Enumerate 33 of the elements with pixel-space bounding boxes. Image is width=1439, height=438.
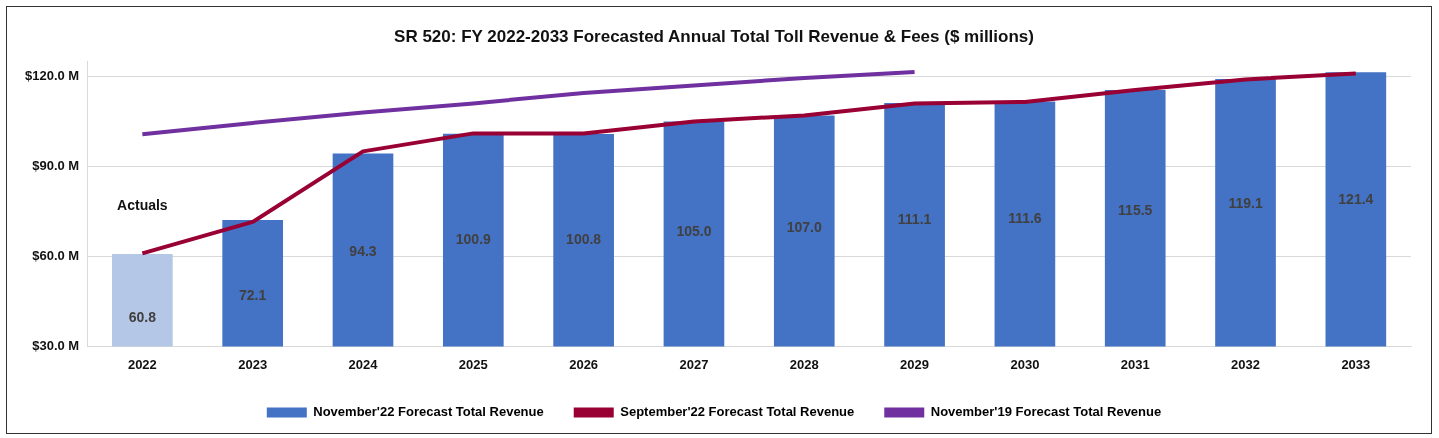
data-label: 105.0 — [676, 222, 712, 239]
legend-label: November'19 Forecast Total Revenue — [930, 404, 1162, 420]
x-tick-label: 2031 — [1120, 356, 1150, 372]
annotation: Actuals — [117, 196, 168, 213]
data-label: 100.9 — [455, 230, 492, 247]
data-label: 94.3 — [349, 243, 377, 260]
x-tick-label: 2028 — [789, 356, 819, 372]
x-tick-label: 2027 — [679, 356, 709, 372]
data-label: 111.1 — [897, 210, 932, 227]
x-tick-label: 2026 — [569, 356, 599, 372]
x-tick-label: 2029 — [900, 356, 930, 372]
data-label: 72.1 — [239, 286, 267, 303]
legend-label: November'22 Forecast Total Revenue — [313, 404, 544, 420]
x-tick-label: 2030 — [1010, 356, 1040, 372]
y-tick-label: $120.0 M — [25, 67, 80, 83]
data-label: 119.1 — [1228, 195, 1263, 212]
data-label: 121.4 — [1338, 190, 1374, 207]
y-tick-label: $90.0 M — [32, 157, 80, 173]
data-label: 111.6 — [1008, 209, 1042, 226]
x-tick-label: 2032 — [1231, 356, 1260, 372]
data-label: 107.0 — [786, 218, 822, 235]
y-tick-label: $30.0 M — [32, 337, 80, 353]
y-tick-label: $60.0 M — [32, 247, 80, 263]
x-tick-label: 2022 — [127, 356, 157, 372]
chart-title: SR 520: FY 2022-2033 Forecasted Annual Total Toll Revenue & Fees ($ millions) — [394, 26, 1034, 46]
data-label: 60.8 — [128, 308, 157, 325]
data-label: 100.8 — [566, 230, 602, 247]
x-tick-label: 2025 — [458, 356, 488, 372]
data-label: 115.5 — [1118, 202, 1153, 219]
x-tick-label: 2023 — [238, 356, 268, 372]
x-tick-label: 2024 — [348, 356, 379, 372]
x-tick-label: 2033 — [1341, 356, 1371, 372]
legend-label: September'22 Forecast Total Revenue — [620, 404, 855, 420]
